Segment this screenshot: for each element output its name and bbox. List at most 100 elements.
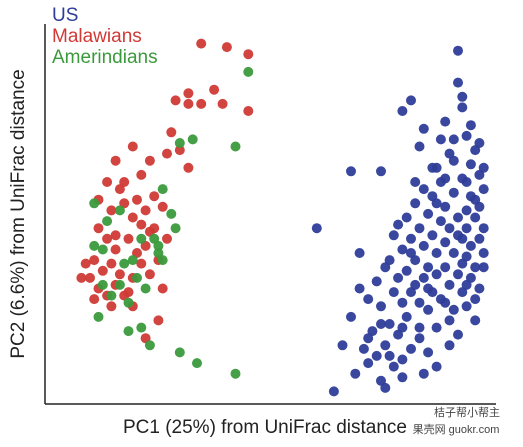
- point-malawians-5: [196, 98, 207, 109]
- point-us-85: [457, 287, 468, 298]
- point-us-13: [457, 102, 468, 113]
- point-malawians-16: [144, 155, 155, 166]
- x-axis-label: PC1 (25%) from UniFrac distance: [123, 417, 407, 438]
- point-us-57: [414, 322, 425, 333]
- point-us-39: [384, 255, 395, 266]
- legend-entry-amerindians: Amerindians: [52, 47, 158, 68]
- point-us-100: [388, 230, 399, 241]
- point-amerindians-0: [243, 66, 254, 77]
- point-us-116: [410, 177, 421, 187]
- point-us-120: [470, 315, 481, 326]
- point-us-0: [346, 166, 356, 177]
- point-us-50: [406, 233, 416, 244]
- point-malawians-48: [106, 301, 117, 312]
- point-us-55: [414, 297, 425, 308]
- point-malawians-57: [153, 315, 164, 326]
- point-us-122: [440, 297, 451, 308]
- point-amerindians-14: [140, 283, 151, 294]
- point-us-105: [461, 301, 472, 312]
- point-us-68: [431, 322, 442, 333]
- point-us-14: [457, 91, 468, 102]
- point-us-40: [388, 287, 399, 298]
- point-us-112: [418, 368, 429, 379]
- point-malawians-33: [89, 255, 100, 266]
- point-us-130: [423, 283, 434, 294]
- point-us-91: [465, 240, 476, 251]
- point-us-49: [401, 311, 412, 322]
- point-us-47: [401, 212, 412, 223]
- point-us-79: [448, 248, 459, 258]
- point-amerindians-3: [187, 134, 198, 145]
- point-malawians-1: [243, 49, 254, 60]
- point-us-128: [453, 230, 463, 241]
- point-us-108: [371, 350, 382, 361]
- points-layer: [76, 38, 489, 397]
- point-malawians-21: [106, 205, 117, 216]
- point-malawians-61: [110, 230, 121, 241]
- point-us-48: [401, 265, 412, 276]
- point-malawians-44: [144, 269, 155, 280]
- point-us-5: [418, 123, 429, 134]
- series-amerindians: [89, 66, 254, 379]
- point-us-67: [431, 248, 442, 258]
- point-malawians-25: [149, 191, 160, 202]
- point-malawians-18: [102, 177, 113, 187]
- point-us-129: [461, 279, 472, 290]
- point-malawians-36: [114, 269, 125, 280]
- point-malawians-47: [123, 287, 134, 298]
- point-us-25: [478, 184, 489, 195]
- point-malawians-3: [170, 95, 181, 106]
- point-us-92: [470, 262, 481, 273]
- point-us-119: [478, 262, 489, 273]
- point-us-93: [470, 212, 481, 223]
- point-us-82: [453, 212, 463, 223]
- point-us-2: [397, 106, 408, 116]
- point-malawians-15: [127, 141, 138, 152]
- point-us-41: [388, 361, 399, 372]
- point-amerindians-31: [97, 244, 108, 255]
- point-us-26: [311, 223, 322, 234]
- point-us-114: [427, 162, 438, 173]
- point-us-96: [478, 223, 489, 234]
- point-amerindians-9: [136, 233, 147, 244]
- point-malawians-43: [136, 258, 147, 269]
- point-us-73: [440, 237, 451, 248]
- point-malawians-49: [89, 294, 100, 305]
- point-malawians-8: [209, 84, 220, 95]
- point-us-15: [461, 130, 472, 141]
- point-us-64: [427, 230, 438, 241]
- point-malawians-37: [85, 272, 95, 283]
- point-us-10: [448, 134, 459, 145]
- point-us-95: [474, 283, 485, 294]
- point-us-124: [384, 350, 395, 361]
- point-us-81: [448, 304, 459, 315]
- point-amerindians-29: [230, 368, 241, 379]
- point-us-98: [431, 361, 442, 372]
- point-us-53: [410, 198, 421, 209]
- point-us-74: [440, 262, 451, 273]
- point-us-72: [435, 177, 446, 187]
- axes: [44, 24, 496, 405]
- point-amerindians-27: [174, 347, 185, 358]
- point-amerindians-25: [157, 255, 168, 266]
- point-malawians-35: [106, 258, 117, 269]
- point-amerindians-1: [230, 141, 241, 152]
- legend-entry-us: US: [52, 5, 78, 26]
- point-amerindians-24: [153, 240, 164, 251]
- point-us-58: [418, 272, 429, 283]
- point-malawians-4: [183, 88, 194, 99]
- point-amerindians-10: [127, 255, 138, 266]
- point-us-59: [418, 184, 429, 195]
- point-malawians-11: [174, 145, 185, 156]
- point-amerindians-12: [119, 258, 130, 269]
- point-us-31: [363, 358, 374, 369]
- point-malawians-0: [221, 42, 232, 53]
- point-malawians-7: [217, 98, 228, 109]
- point-us-133: [358, 343, 369, 354]
- point-us-132: [376, 319, 386, 329]
- point-amerindians-11: [132, 272, 142, 283]
- point-us-123: [414, 333, 425, 344]
- point-malawians-6: [183, 98, 194, 109]
